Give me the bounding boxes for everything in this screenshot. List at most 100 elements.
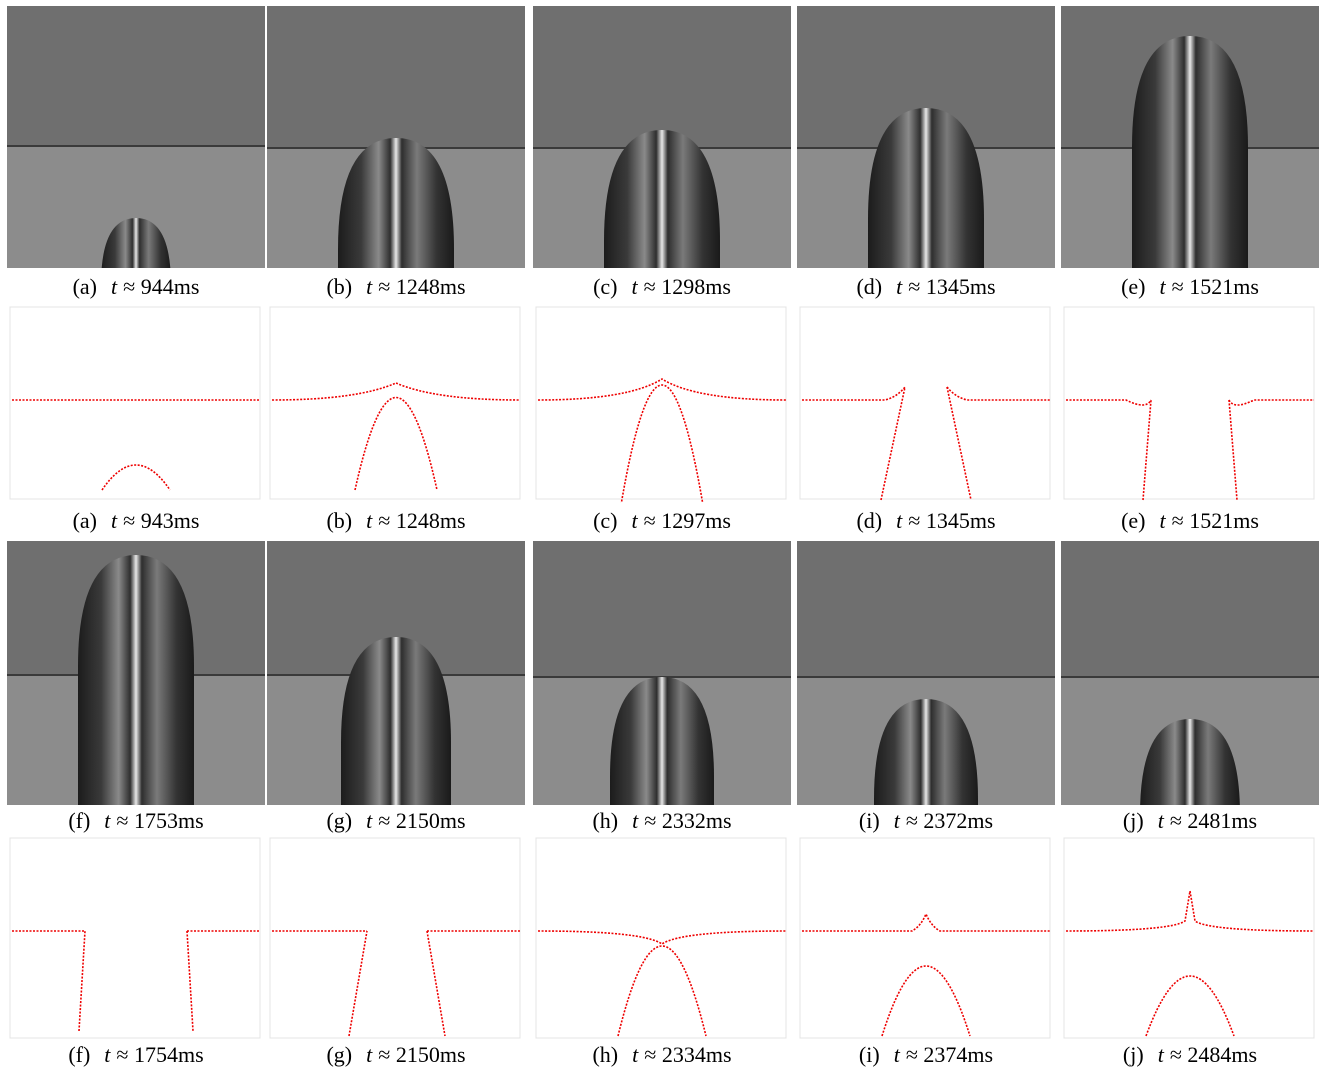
time-symbol: t — [104, 808, 111, 833]
panel-label: (g) — [326, 808, 353, 833]
time-value: ≈ 1297ms — [643, 508, 731, 533]
simulation-plot — [1063, 306, 1315, 501]
projectile — [338, 138, 454, 268]
panel-label: (h) — [592, 808, 619, 833]
time-value: ≈ 2484ms — [1169, 1042, 1258, 1067]
panel-label: (a) — [72, 274, 98, 299]
interface-curve — [1065, 890, 1315, 932]
interface-curve — [1228, 399, 1238, 501]
time-symbol: t — [366, 274, 373, 299]
interface-curve — [620, 384, 704, 503]
simulation-plot — [1063, 837, 1315, 1039]
interface-curve — [78, 930, 86, 1032]
time-symbol: t — [366, 1042, 373, 1067]
photo — [533, 541, 791, 805]
simulation-plot — [799, 306, 1051, 501]
plot-frame — [799, 837, 1051, 1039]
photo — [797, 6, 1055, 268]
photo — [267, 6, 525, 268]
caption: (d) t ≈ 1345ms — [797, 508, 1055, 534]
caption: (f) t ≈ 1754ms — [7, 1042, 265, 1068]
photo — [1061, 541, 1319, 805]
caption: (g) t ≈ 2150ms — [267, 808, 525, 834]
time-symbol: t — [893, 808, 900, 833]
time-symbol: t — [1159, 274, 1166, 299]
time-symbol: t — [632, 1042, 639, 1067]
interface-curve — [946, 386, 972, 501]
interface-curve — [1145, 975, 1235, 1037]
photo — [1061, 6, 1319, 268]
interface-curve — [1228, 399, 1314, 406]
panel-label: (f) — [68, 1042, 91, 1067]
photo — [7, 6, 265, 268]
caption: (g) t ≈ 2150ms — [267, 1042, 525, 1068]
plot-frame — [1063, 837, 1315, 1039]
plot-frame — [269, 306, 521, 500]
projectile — [1140, 719, 1240, 805]
time-value: ≈ 1521ms — [1171, 274, 1259, 299]
projectile — [78, 555, 194, 805]
interface-curve — [354, 397, 438, 491]
interface-curve — [101, 464, 171, 491]
time-value: ≈ 1248ms — [378, 274, 466, 299]
panel-label: (d) — [856, 274, 883, 299]
air — [1061, 541, 1319, 677]
time-value: ≈ 2374ms — [905, 1042, 994, 1067]
photo — [533, 6, 791, 268]
time-value: ≈ 1298ms — [643, 274, 731, 299]
panel-label: (j) — [1122, 1042, 1144, 1067]
simulation-plot — [535, 306, 787, 503]
time-value: ≈ 1345ms — [908, 508, 996, 533]
caption: (j) t ≈ 2484ms — [1061, 1042, 1319, 1068]
time-symbol: t — [631, 508, 638, 533]
projectile — [604, 130, 720, 268]
panel-label: (g) — [326, 1042, 353, 1067]
time-value: ≈ 943ms — [123, 508, 200, 533]
time-symbol: t — [111, 508, 118, 533]
simulation-plot — [535, 837, 787, 1039]
time-value: ≈ 1248ms — [378, 508, 466, 533]
caption: (i) t ≈ 2374ms — [797, 1042, 1055, 1068]
panel-label: (h) — [592, 1042, 619, 1067]
time-symbol: t — [896, 274, 903, 299]
time-value: ≈ 944ms — [123, 274, 200, 299]
projectile — [610, 677, 714, 805]
time-value: ≈ 2150ms — [378, 1042, 466, 1067]
caption: (f) t ≈ 1753ms — [7, 808, 265, 834]
time-symbol: t — [104, 1042, 111, 1067]
interface-curve — [426, 930, 446, 1037]
caption: (c) t ≈ 1298ms — [533, 274, 791, 300]
photo — [267, 541, 525, 805]
panel-label: (b) — [326, 274, 353, 299]
air — [533, 541, 791, 677]
time-value: ≈ 2150ms — [378, 808, 466, 833]
caption: (d) t ≈ 1345ms — [797, 274, 1055, 300]
interface-curve — [1066, 399, 1152, 406]
caption: (h) t ≈ 2332ms — [533, 808, 791, 834]
time-symbol: t — [632, 808, 639, 833]
interface-curve — [537, 378, 787, 401]
panel-label: (e) — [1121, 508, 1146, 533]
caption: (b) t ≈ 1248ms — [267, 508, 525, 534]
panel-label: (e) — [1121, 274, 1146, 299]
caption: (e) t ≈ 1521ms — [1061, 508, 1319, 534]
interface-curve — [271, 382, 521, 401]
time-symbol: t — [893, 1042, 900, 1067]
simulation-plot — [269, 306, 521, 500]
panel-label: (d) — [856, 508, 883, 533]
time-symbol: t — [366, 808, 373, 833]
panel-label: (j) — [1122, 808, 1144, 833]
time-symbol: t — [896, 508, 903, 533]
caption: (a) t ≈ 943ms — [7, 508, 265, 534]
caption: (b) t ≈ 1248ms — [267, 274, 525, 300]
plot-frame — [9, 306, 261, 500]
time-symbol: t — [366, 508, 373, 533]
time-symbol: t — [1157, 808, 1164, 833]
time-symbol: t — [631, 274, 638, 299]
plot-frame — [535, 837, 787, 1039]
plot-frame — [535, 306, 787, 500]
simulation-plot — [799, 837, 1051, 1039]
panel-label: (a) — [72, 508, 98, 533]
projectile — [341, 637, 451, 805]
